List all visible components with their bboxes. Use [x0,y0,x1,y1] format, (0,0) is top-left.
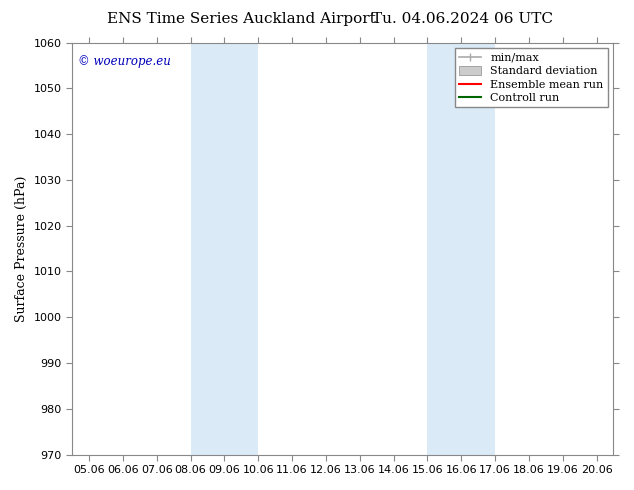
Text: Tu. 04.06.2024 06 UTC: Tu. 04.06.2024 06 UTC [372,12,553,26]
Text: ENS Time Series Auckland Airport: ENS Time Series Auckland Airport [107,12,375,26]
Text: © woeurope.eu: © woeurope.eu [77,55,171,68]
Legend: min/max, Standard deviation, Ensemble mean run, Controll run: min/max, Standard deviation, Ensemble me… [455,48,608,107]
Bar [190,43,258,455]
Bar [427,43,495,455]
Y-axis label: Surface Pressure (hPa): Surface Pressure (hPa) [15,175,28,322]
